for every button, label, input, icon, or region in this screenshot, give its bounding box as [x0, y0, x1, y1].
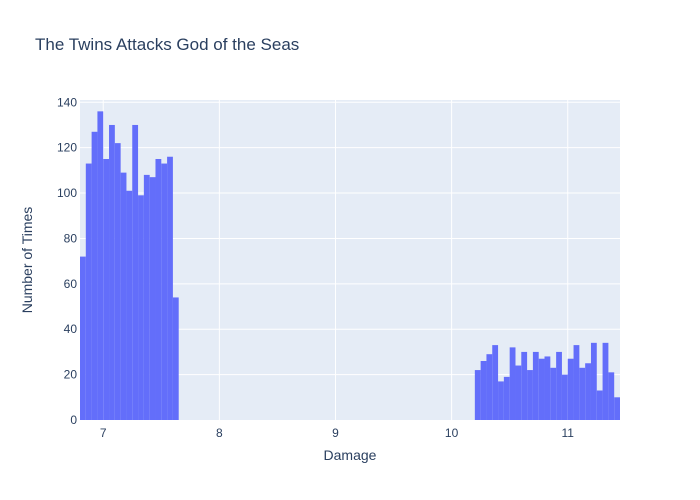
- histogram-bar: [492, 345, 499, 420]
- x-axis-ticks: 7 8 9 10 11: [100, 426, 574, 440]
- histogram-bar: [80, 256, 86, 420]
- bars: [80, 111, 620, 421]
- histogram-bar: [585, 363, 591, 420]
- histogram-bar: [509, 347, 516, 420]
- histogram-bar: [172, 297, 179, 420]
- histogram-bar: [120, 172, 127, 420]
- y-axis-title: Number of Times: [19, 207, 35, 314]
- histogram-bar: [596, 390, 603, 420]
- y-tick-label: 60: [64, 277, 78, 291]
- histogram-bar: [573, 345, 580, 420]
- histogram-bar: [550, 367, 557, 420]
- histogram-bar: [521, 351, 528, 420]
- histogram-bar: [91, 131, 98, 420]
- histogram-bar: [498, 381, 504, 420]
- x-axis-title: Damage: [324, 447, 377, 463]
- histogram-bar: [561, 374, 568, 420]
- histogram-bar: [161, 163, 168, 421]
- histogram-bar: [155, 159, 162, 421]
- histogram-bar: [590, 342, 597, 420]
- x-tick-label: 9: [332, 426, 339, 440]
- histogram-bar: [474, 370, 481, 420]
- y-axis-ticks: 0 20 40 60 80 100 120 140: [57, 95, 77, 427]
- histogram-bar: [97, 111, 104, 420]
- y-tick-label: 0: [70, 413, 77, 427]
- x-tick-label: 11: [562, 426, 575, 440]
- histogram-bar: [103, 159, 110, 421]
- histogram-bar: [527, 370, 533, 420]
- histogram-bar: [114, 143, 121, 421]
- histogram-bar: [85, 163, 92, 421]
- histogram-bar: [486, 354, 493, 420]
- histogram-bar: [143, 174, 150, 420]
- histogram-bar: [556, 351, 562, 420]
- histogram-bar: [538, 358, 545, 420]
- histogram-bar: [126, 190, 133, 420]
- x-tick-label: 7: [100, 426, 107, 440]
- histogram-bar: [109, 124, 115, 420]
- histogram-bar: [503, 376, 510, 420]
- histogram-bar: [544, 356, 551, 420]
- histogram-bar: [167, 156, 173, 420]
- histogram-bar: [138, 195, 144, 420]
- histogram-bar: [602, 342, 609, 420]
- histogram-bar: [149, 177, 156, 420]
- histogram-bar: [567, 358, 574, 420]
- histogram-bar: [480, 360, 487, 420]
- histogram-bar: [532, 351, 539, 420]
- histogram-bar: [515, 365, 522, 420]
- histogram-bar: [614, 397, 620, 420]
- chart-title: The Twins Attacks God of the Seas: [35, 35, 299, 54]
- histogram-bar: [608, 372, 615, 420]
- y-tick-label: 40: [64, 322, 78, 336]
- y-tick-label: 140: [57, 95, 77, 109]
- x-tick-label: 8: [216, 426, 223, 440]
- y-tick-label: 80: [64, 231, 78, 245]
- x-tick-label: 10: [445, 426, 459, 440]
- histogram-bar: [579, 367, 586, 420]
- y-tick-label: 20: [64, 368, 78, 382]
- y-tick-label: 120: [57, 141, 77, 155]
- histogram-bar: [132, 124, 139, 420]
- y-tick-label: 100: [57, 186, 77, 200]
